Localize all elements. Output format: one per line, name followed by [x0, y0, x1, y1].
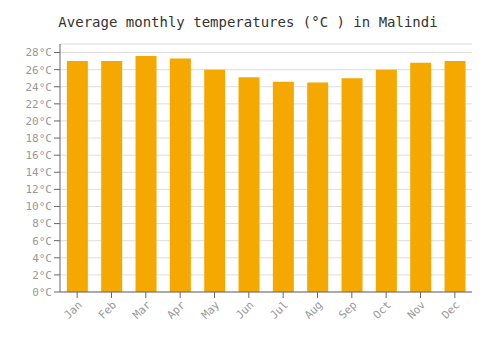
svg-text:Dec: Dec: [439, 298, 462, 321]
html-text:Average monthly temperatures (: Average monthly temperatures (°C ) in Ma…: [58, 14, 438, 30]
svg-text:4°C: 4°C: [32, 252, 52, 265]
svg-text:Sep: Sep: [336, 298, 359, 321]
svg-text:12°C: 12°C: [26, 183, 53, 196]
svg-text:22°C: 22°C: [26, 98, 53, 111]
svg-text:8°C: 8°C: [32, 217, 52, 230]
svg-text:Nov: Nov: [405, 298, 429, 322]
svg-text:6°C: 6°C: [32, 235, 52, 248]
svg-text:Apr: Apr: [165, 298, 189, 322]
svg-text:Oct: Oct: [371, 298, 394, 321]
svg-text:10°C: 10°C: [26, 200, 53, 213]
svg-text:Feb: Feb: [96, 298, 119, 321]
svg-text:May: May: [199, 298, 223, 322]
svg-text:2°C: 2°C: [32, 269, 52, 282]
svg-text:Jun: Jun: [233, 298, 256, 321]
svg-text:20°C: 20°C: [26, 115, 53, 128]
svg-text:Jan: Jan: [62, 298, 85, 321]
svg-text:24°C: 24°C: [26, 81, 53, 94]
svg-text:28°C: 28°C: [26, 46, 53, 59]
svg-text:Aug: Aug: [302, 298, 325, 321]
svg-text:Mar: Mar: [130, 298, 154, 322]
svg-text:14°C: 14°C: [26, 166, 53, 179]
svg-text:0°C: 0°C: [32, 286, 52, 299]
svg-text:Jul: Jul: [268, 298, 291, 321]
svg-text:26°C: 26°C: [26, 64, 53, 77]
svg-text:18°C: 18°C: [26, 132, 53, 145]
svg-text:16°C: 16°C: [26, 149, 53, 162]
